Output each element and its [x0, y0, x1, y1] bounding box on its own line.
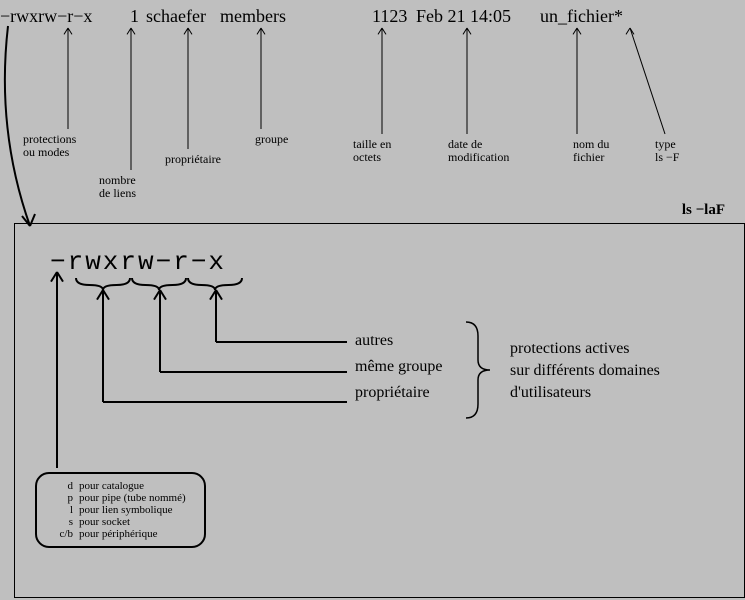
- legend-row: dpour catalogue: [49, 480, 192, 492]
- legend-key: l: [49, 504, 79, 516]
- field-label: taille enoctets: [353, 138, 391, 164]
- ls-links: 1: [130, 6, 139, 27]
- explanation-text: protections actives: [510, 340, 630, 358]
- legend-key: d: [49, 480, 79, 492]
- perms-breakdown: −rwxrw−r−x: [50, 247, 226, 277]
- ls-name: un_fichier*: [540, 6, 623, 27]
- ls-size: 1123: [372, 6, 407, 27]
- legend-desc: pour lien symbolique: [79, 504, 192, 516]
- ls-date: Feb 21 14:05: [416, 6, 511, 27]
- ls-owner: schaefer: [146, 6, 206, 27]
- scope-label: même groupe: [355, 358, 443, 376]
- legend-desc: pour périphérique: [79, 528, 192, 540]
- scope-label: propriétaire: [355, 384, 430, 402]
- field-label: nombrede liens: [99, 174, 136, 200]
- field-label: groupe: [255, 133, 288, 146]
- explanation-text: sur différents domaines: [510, 362, 660, 380]
- legend-row: c/bpour périphérique: [49, 528, 192, 540]
- command-label: ls −laF: [682, 202, 725, 219]
- legend-row: ppour pipe (tube nommé): [49, 492, 192, 504]
- legend-table: dpour catalogueppour pipe (tube nommé)lp…: [49, 480, 192, 540]
- legend-key: c/b: [49, 528, 79, 540]
- field-label: protectionsou modes: [23, 133, 76, 159]
- field-label: propriétaire: [165, 153, 221, 166]
- legend-desc: pour catalogue: [79, 480, 192, 492]
- type-legend: dpour catalogueppour pipe (tube nommé)lp…: [35, 472, 206, 548]
- explanation-text: d'utilisateurs: [510, 384, 591, 402]
- legend-row: lpour lien symbolique: [49, 504, 192, 516]
- field-label: date demodification: [448, 138, 509, 164]
- legend-desc: pour socket: [79, 516, 192, 528]
- ls-perms: −rwxrw−r−x: [0, 6, 92, 27]
- legend-key: s: [49, 516, 79, 528]
- scope-label: autres: [355, 332, 393, 350]
- legend-key: p: [49, 492, 79, 504]
- legend-row: spour socket: [49, 516, 192, 528]
- ls-group: members: [220, 6, 286, 27]
- legend-desc: pour pipe (tube nommé): [79, 492, 192, 504]
- field-label: nom dufichier: [573, 138, 609, 164]
- field-label: typels −F: [655, 138, 679, 164]
